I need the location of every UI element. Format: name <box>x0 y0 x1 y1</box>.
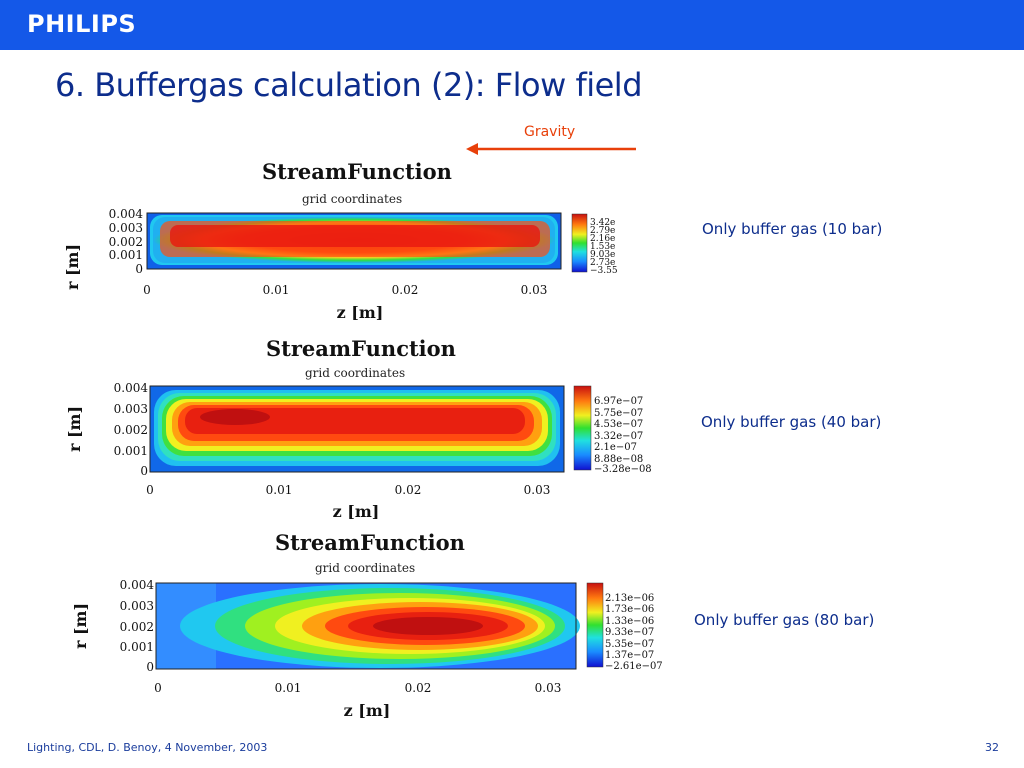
legend-label: 8.88e−08 <box>594 454 643 465</box>
gravity-label: Gravity <box>524 124 576 140</box>
legend-label: 9.33e−07 <box>605 627 654 638</box>
legend-label: 2.73e <box>590 258 615 268</box>
plot-title: StreamFunction <box>262 159 452 184</box>
legend-label: −3.55 <box>590 266 618 276</box>
x-tick: 0.01 <box>263 283 290 297</box>
legend-label: 5.75e−07 <box>594 408 643 419</box>
legend-label: 1.53e <box>590 242 615 252</box>
y-tick: 0.001 <box>109 248 143 262</box>
x-tick: 0.03 <box>521 283 548 297</box>
x-tick: 0.02 <box>405 681 432 695</box>
y-tick: 0 <box>146 660 154 674</box>
y-axis-label: r [m] <box>71 603 90 649</box>
y-axis-label: r [m] <box>65 406 84 452</box>
streamfunction-plot-80bar: StreamFunction grid coordinates r [m] 0.… <box>71 530 663 720</box>
x-axis-label: z [m] <box>337 303 384 322</box>
legend-label: 2.1e−07 <box>594 442 637 453</box>
legend-label: 2.13e−06 <box>605 593 654 604</box>
streamfunction-plot-10bar: StreamFunction grid coordinates r [m] 0.… <box>63 159 618 322</box>
y-tick: 0.003 <box>114 402 148 416</box>
legend-label: 3.42e <box>590 218 615 228</box>
y-tick: 0.004 <box>120 578 155 592</box>
plot-title: StreamFunction <box>266 336 456 361</box>
gravity-arrow-icon <box>466 143 636 155</box>
x-tick: 0.03 <box>524 483 551 497</box>
x-tick: 0.02 <box>395 483 422 497</box>
plot-subtitle: grid coordinates <box>305 366 405 380</box>
colorbar <box>573 385 592 471</box>
streamfunction-plot-40bar: StreamFunction grid coordinates r [m] 0.… <box>65 336 652 521</box>
legend-label: −3.28e−08 <box>594 464 652 475</box>
x-tick: 0 <box>143 283 151 297</box>
legend-label: 2.79e <box>590 226 615 236</box>
x-axis-label: z [m] <box>333 502 380 521</box>
legend-label: 5.35e−07 <box>605 639 654 650</box>
plot-title: StreamFunction <box>275 530 465 555</box>
page-number: 32 <box>985 741 999 754</box>
caption-40bar: Only buffer gas (40 bar) <box>701 413 882 431</box>
header-bar: PHILIPS <box>0 0 1024 50</box>
colorbar <box>571 213 588 273</box>
legend-label: 3.32e−07 <box>594 431 643 442</box>
y-tick: 0 <box>140 464 148 478</box>
x-tick: 0.01 <box>266 483 293 497</box>
plot-subtitle: grid coordinates <box>315 561 415 575</box>
colorbar <box>586 582 604 668</box>
legend-label: 2.16e <box>590 234 615 244</box>
x-tick: 0.01 <box>275 681 302 695</box>
legend-label: 1.73e−06 <box>605 604 654 615</box>
y-tick: 0.002 <box>120 620 154 634</box>
y-tick: 0.003 <box>120 599 154 613</box>
x-tick: 0.03 <box>535 681 562 695</box>
plot-subtitle: grid coordinates <box>302 192 402 206</box>
y-tick: 0.004 <box>114 381 149 395</box>
footer-text: Lighting, CDL, D. Benoy, 4 November, 200… <box>27 741 268 754</box>
y-tick: 0.004 <box>109 207 144 221</box>
slide-title: 6. Buffergas calculation (2): Flow field <box>55 66 643 104</box>
x-axis-label: z [m] <box>344 701 391 720</box>
legend-label: −2.61e−07 <box>605 661 663 672</box>
caption-10bar: Only buffer gas (10 bar) <box>702 220 883 238</box>
legend-label: 1.37e−07 <box>605 650 654 661</box>
philips-logo: PHILIPS <box>27 10 137 38</box>
legend-label: 9.03e <box>590 250 615 260</box>
legend-label: 1.33e−06 <box>605 616 654 627</box>
x-tick: 0.02 <box>392 283 419 297</box>
y-tick: 0.002 <box>109 235 143 249</box>
caption-80bar: Only buffer gas (80 bar) <box>694 611 875 629</box>
x-tick: 0 <box>146 483 154 497</box>
legend-label: 6.97e−07 <box>594 396 643 407</box>
y-tick: 0.001 <box>120 640 154 654</box>
y-axis-label: r [m] <box>63 244 82 290</box>
y-tick: 0.002 <box>114 423 148 437</box>
y-tick: 0.001 <box>114 444 148 458</box>
y-tick: 0.003 <box>109 221 143 235</box>
y-tick: 0 <box>135 262 143 276</box>
x-tick: 0 <box>154 681 162 695</box>
legend-label: 4.53e−07 <box>594 419 643 430</box>
